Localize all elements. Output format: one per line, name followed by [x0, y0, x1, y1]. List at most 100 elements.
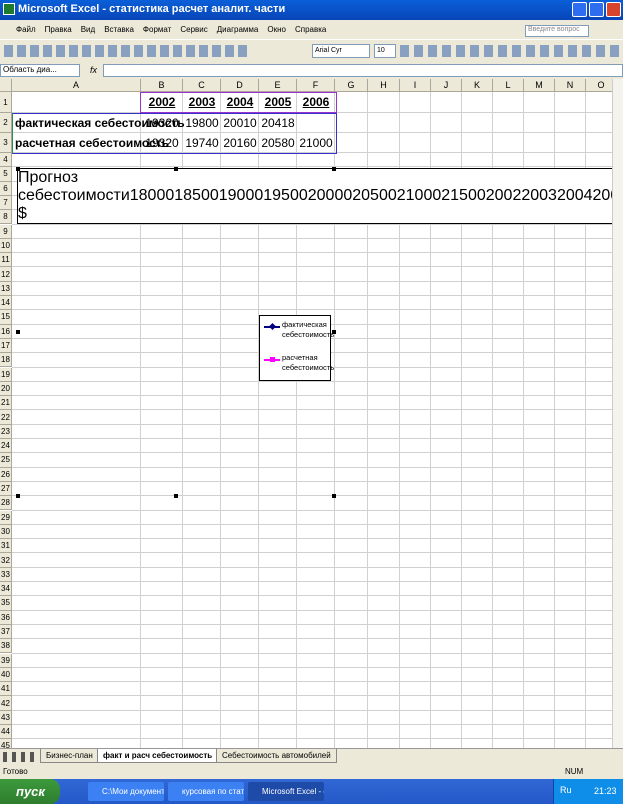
- formula-input[interactable]: [103, 64, 623, 77]
- name-box[interactable]: Область диа...: [0, 64, 80, 77]
- row-header[interactable]: 27: [0, 481, 12, 497]
- menu-item[interactable]: Сервис: [180, 24, 208, 34]
- column-header[interactable]: K: [462, 79, 493, 92]
- column-header[interactable]: F: [297, 79, 335, 92]
- row-header[interactable]: 3: [0, 133, 12, 153]
- toolbar-icons[interactable]: [400, 45, 620, 57]
- column-header[interactable]: O: [586, 79, 612, 92]
- row-header[interactable]: 35: [0, 596, 12, 611]
- row-header[interactable]: 45: [0, 739, 12, 748]
- row-header[interactable]: 39: [0, 653, 12, 668]
- sheet-tab[interactable]: Бизнес-план: [40, 749, 99, 763]
- column-header[interactable]: E: [259, 79, 297, 92]
- sheet-tab[interactable]: Себестоимость автомобилей: [216, 749, 337, 763]
- column-line: [554, 92, 555, 748]
- row-header[interactable]: 40: [0, 667, 12, 683]
- row-header[interactable]: 2: [0, 113, 12, 133]
- row-header[interactable]: 21: [0, 396, 12, 411]
- row-header[interactable]: 26: [0, 467, 12, 482]
- selection-handle: [332, 167, 336, 171]
- column-line: [334, 92, 335, 748]
- row-header[interactable]: 31: [0, 539, 12, 554]
- row-header[interactable]: 29: [0, 510, 12, 525]
- column-header[interactable]: L: [493, 79, 524, 92]
- row-header[interactable]: 36: [0, 610, 12, 625]
- row-header[interactable]: 6: [0, 181, 12, 196]
- row-header[interactable]: 4: [0, 153, 12, 168]
- toolbar-icons[interactable]: [4, 45, 249, 57]
- row-header[interactable]: 10: [0, 238, 12, 254]
- menu-item[interactable]: Формат: [142, 24, 172, 34]
- column-header[interactable]: H: [368, 79, 400, 92]
- row-header[interactable]: 7: [0, 195, 12, 211]
- row-header[interactable]: 12: [0, 267, 12, 282]
- row-header[interactable]: 32: [0, 553, 12, 568]
- row-header[interactable]: 22: [0, 410, 12, 425]
- column-header[interactable]: I: [400, 79, 431, 92]
- language[interactable]: Ru: [560, 785, 572, 795]
- task-button[interactable]: Microsoft Excel - ста...: [248, 782, 324, 801]
- row-header[interactable]: 42: [0, 696, 12, 711]
- tab-navigation[interactable]: [3, 752, 37, 762]
- row-header[interactable]: 16: [0, 324, 12, 339]
- row-header[interactable]: 44: [0, 725, 12, 740]
- menu-item[interactable]: Файл: [16, 24, 36, 34]
- menu-item[interactable]: Вставка: [104, 24, 134, 34]
- task-button[interactable]: C:\Мои документы: [88, 782, 164, 801]
- close-button[interactable]: [606, 2, 621, 17]
- menu-item[interactable]: Диаграмма: [216, 24, 259, 34]
- row-header[interactable]: 19: [0, 367, 12, 382]
- row-header[interactable]: 34: [0, 582, 12, 597]
- row-header[interactable]: 24: [0, 439, 12, 454]
- row-header[interactable]: 1: [0, 92, 12, 113]
- row-header[interactable]: 30: [0, 524, 12, 540]
- maximize-button[interactable]: [589, 2, 604, 17]
- menu-item[interactable]: Правка: [44, 24, 72, 34]
- formula-bar: Область диа... fx: [0, 62, 623, 79]
- row-header[interactable]: 14: [0, 296, 12, 311]
- column-header[interactable]: B: [141, 79, 183, 92]
- font-box[interactable]: Arial Cyr: [312, 44, 370, 58]
- row-header[interactable]: 15: [0, 310, 12, 325]
- start-button[interactable]: пуск: [0, 779, 60, 804]
- row-line: [12, 237, 612, 239]
- size-box[interactable]: 10: [374, 44, 396, 58]
- minimize-button[interactable]: [572, 2, 587, 17]
- row-header[interactable]: 25: [0, 453, 12, 468]
- menu-item[interactable]: Вид: [80, 24, 96, 34]
- row-header[interactable]: 43: [0, 710, 12, 725]
- row-header[interactable]: 8: [0, 210, 12, 225]
- column-header[interactable]: A: [12, 79, 141, 92]
- row-header[interactable]: 23: [0, 424, 12, 439]
- column-header[interactable]: C: [183, 79, 221, 92]
- vertical-scrollbar[interactable]: [612, 79, 623, 748]
- row-header[interactable]: 17: [0, 338, 12, 354]
- y-tick-label: 21500: [441, 187, 486, 204]
- column-header[interactable]: M: [524, 79, 555, 92]
- row-header[interactable]: 20: [0, 381, 12, 397]
- legend-marker: [268, 322, 277, 331]
- column-header[interactable]: G: [335, 79, 368, 92]
- row-header[interactable]: 5: [0, 167, 12, 182]
- row-header[interactable]: 13: [0, 281, 12, 296]
- row-header[interactable]: 28: [0, 496, 12, 511]
- column-line: [296, 92, 297, 748]
- menu-item[interactable]: Окно: [267, 24, 286, 34]
- sheet-tab[interactable]: факт и расч себестоимость: [97, 749, 219, 763]
- row-header[interactable]: 38: [0, 639, 12, 654]
- window-title: Microsoft Excel - статистика расчет анал…: [18, 3, 286, 15]
- menu-item[interactable]: Справка: [294, 24, 327, 34]
- row-header[interactable]: 9: [0, 224, 12, 239]
- row-header[interactable]: 37: [0, 624, 12, 640]
- row-header[interactable]: 41: [0, 682, 12, 697]
- task-button[interactable]: курсовая по статис...: [168, 782, 244, 801]
- row-line: [12, 666, 612, 668]
- row-header[interactable]: 18: [0, 353, 12, 368]
- column-header[interactable]: D: [221, 79, 259, 92]
- row-header[interactable]: 33: [0, 567, 12, 582]
- row-header[interactable]: 11: [0, 253, 12, 268]
- column-header[interactable]: N: [555, 79, 586, 92]
- help-box[interactable]: Введите вопрос: [525, 25, 589, 37]
- column-header[interactable]: J: [431, 79, 462, 92]
- value-cell: 20580: [261, 136, 295, 150]
